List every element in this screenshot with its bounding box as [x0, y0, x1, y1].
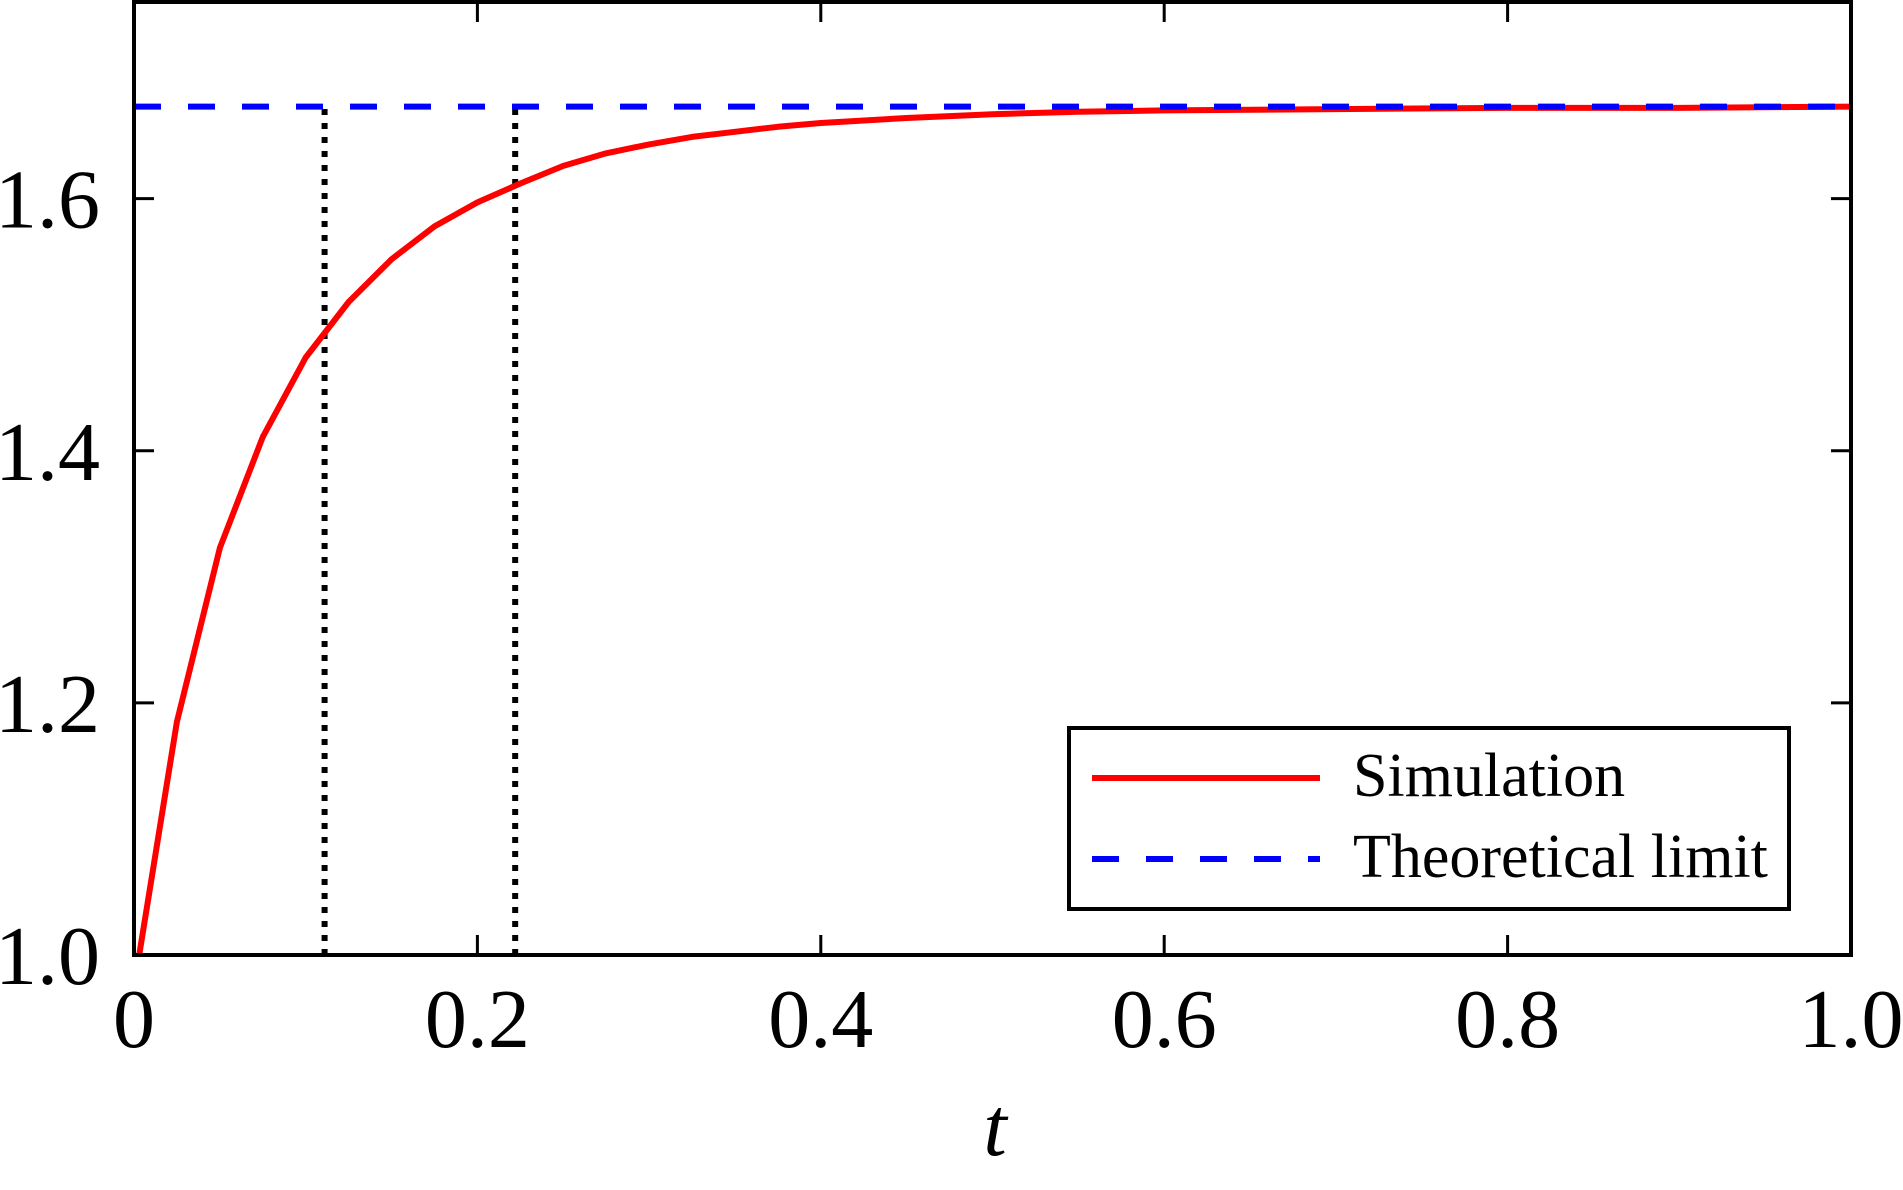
x-axis-label: t: [983, 1081, 1009, 1174]
legend-label-theoretical-limit: Theoretical limit: [1353, 823, 1768, 891]
legend-label-simulation: Simulation: [1353, 742, 1625, 810]
x-tick-label: 0.4: [768, 973, 873, 1066]
y-tick-label: 1.6: [0, 154, 100, 247]
x-tick-label: 0.8: [1455, 973, 1560, 1066]
x-tick-label: 0: [113, 973, 155, 1066]
x-tick-label: 1.0: [1799, 973, 1903, 1066]
y-tick-label: 1.2: [0, 658, 100, 751]
y-tick-label: 1.0: [0, 910, 100, 1003]
legend: Simulation Theoretical limit: [1069, 728, 1789, 909]
x-tick-label: 0.2: [425, 973, 530, 1066]
tick-labels: 0 0.2 0.4 0.6 0.8 1.0 1.0 1.2 1.4 1.6: [0, 154, 1903, 1066]
y-tick-label: 1.4: [0, 406, 100, 499]
x-tick-label: 0.6: [1112, 973, 1217, 1066]
